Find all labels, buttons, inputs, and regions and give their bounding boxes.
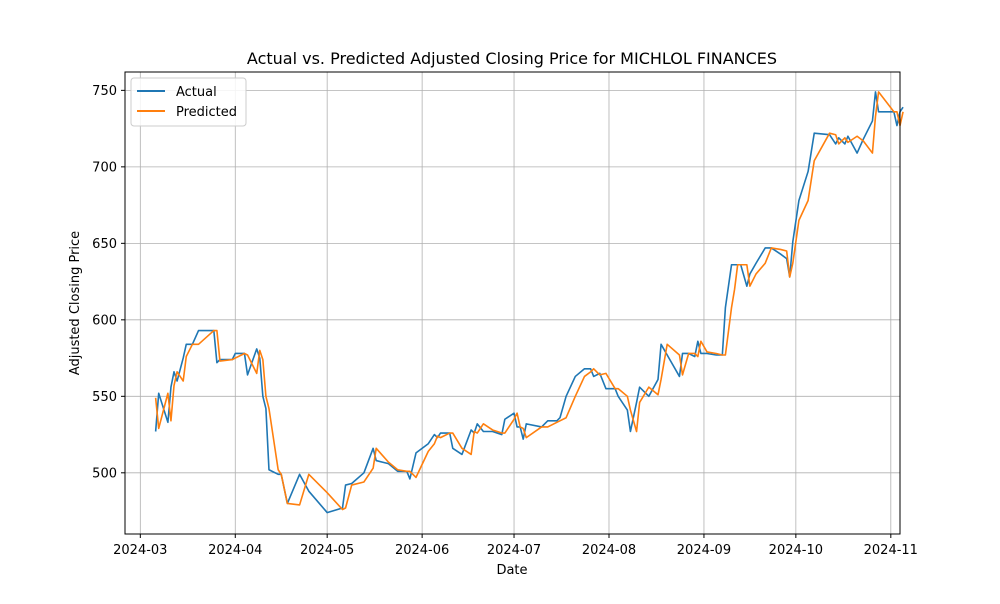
x-tick-label: 2024-10 — [769, 543, 823, 558]
x-tick-label: 2024-05 — [300, 543, 354, 558]
axis-ticks: 2024-03 2024-04 2024-05 2024-06 2024-07 2024-… — [92, 84, 918, 558]
legend: Actual Predicted — [130, 77, 247, 127]
x-tick-label: 2024-07 — [487, 543, 541, 558]
series-group — [154, 91, 904, 514]
y-axis-label: Adjusted Closing Price — [68, 231, 83, 375]
y-tick-label: 750 — [92, 84, 117, 99]
legend-label-predicted: Predicted — [176, 105, 237, 120]
y-tick-label: 650 — [92, 237, 117, 252]
x-tick-label: 2024-09 — [677, 543, 731, 558]
x-tick-label: 2024-04 — [208, 543, 262, 558]
x-tick-label: 2024-11 — [864, 543, 918, 558]
chart-title: Actual vs. Predicted Adjusted Closing Pr… — [247, 49, 777, 68]
x-tick-label: 2024-06 — [395, 543, 449, 558]
y-tick-label: 600 — [92, 313, 117, 328]
y-tick-label: 550 — [92, 390, 117, 405]
series-line-actual — [154, 91, 904, 514]
x-axis-label: Date — [496, 563, 527, 578]
x-tick-label: 2024-03 — [113, 543, 167, 558]
y-tick-label: 500 — [92, 466, 117, 481]
x-tick-label: 2024-08 — [582, 543, 636, 558]
grid — [125, 72, 900, 534]
legend-label-actual: Actual — [176, 85, 217, 100]
series-line-predicted — [154, 91, 904, 511]
plot-frame — [124, 71, 901, 535]
y-tick-label: 700 — [92, 160, 117, 175]
